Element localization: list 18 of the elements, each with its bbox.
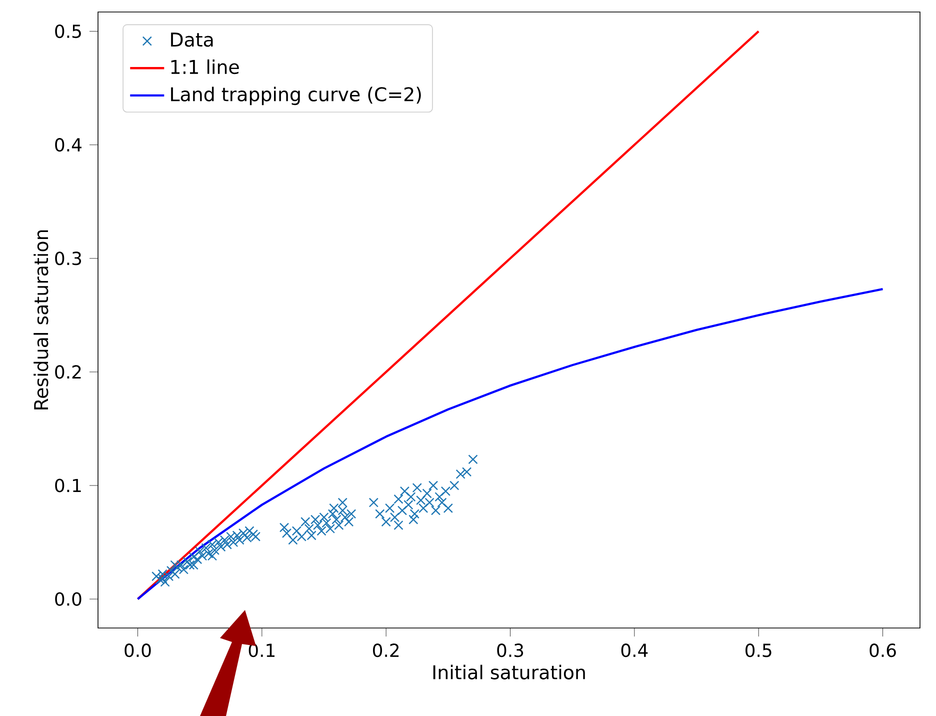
- legend-label: 1:1 line: [171, 59, 239, 74]
- y-tick-label: 0.1: [55, 478, 81, 492]
- x-axis-title: Initial saturation: [433, 664, 585, 680]
- y-tick-label: 0.0: [55, 592, 82, 606]
- x-tick-label: 0.2: [373, 644, 399, 658]
- x-tick-label: 0.6: [870, 644, 896, 658]
- x-tick-label: 0.3: [497, 644, 524, 658]
- legend-label: Data: [171, 32, 213, 47]
- y-axis-title: Residual saturation: [34, 230, 48, 410]
- y-tick-label: 0.5: [55, 24, 81, 38]
- x-tick-label: 0.0: [124, 644, 151, 658]
- y-tick-label: 0.2: [55, 365, 81, 379]
- y-tick-label: 0.3: [55, 252, 82, 266]
- line-series: [136, 288, 884, 600]
- x-tick-label: 0.4: [621, 644, 648, 658]
- y-tick-label: 0.4: [55, 138, 82, 152]
- x-tick-label: 0.5: [746, 644, 772, 658]
- legend-label: Land trapping curve (C=2): [171, 86, 421, 106]
